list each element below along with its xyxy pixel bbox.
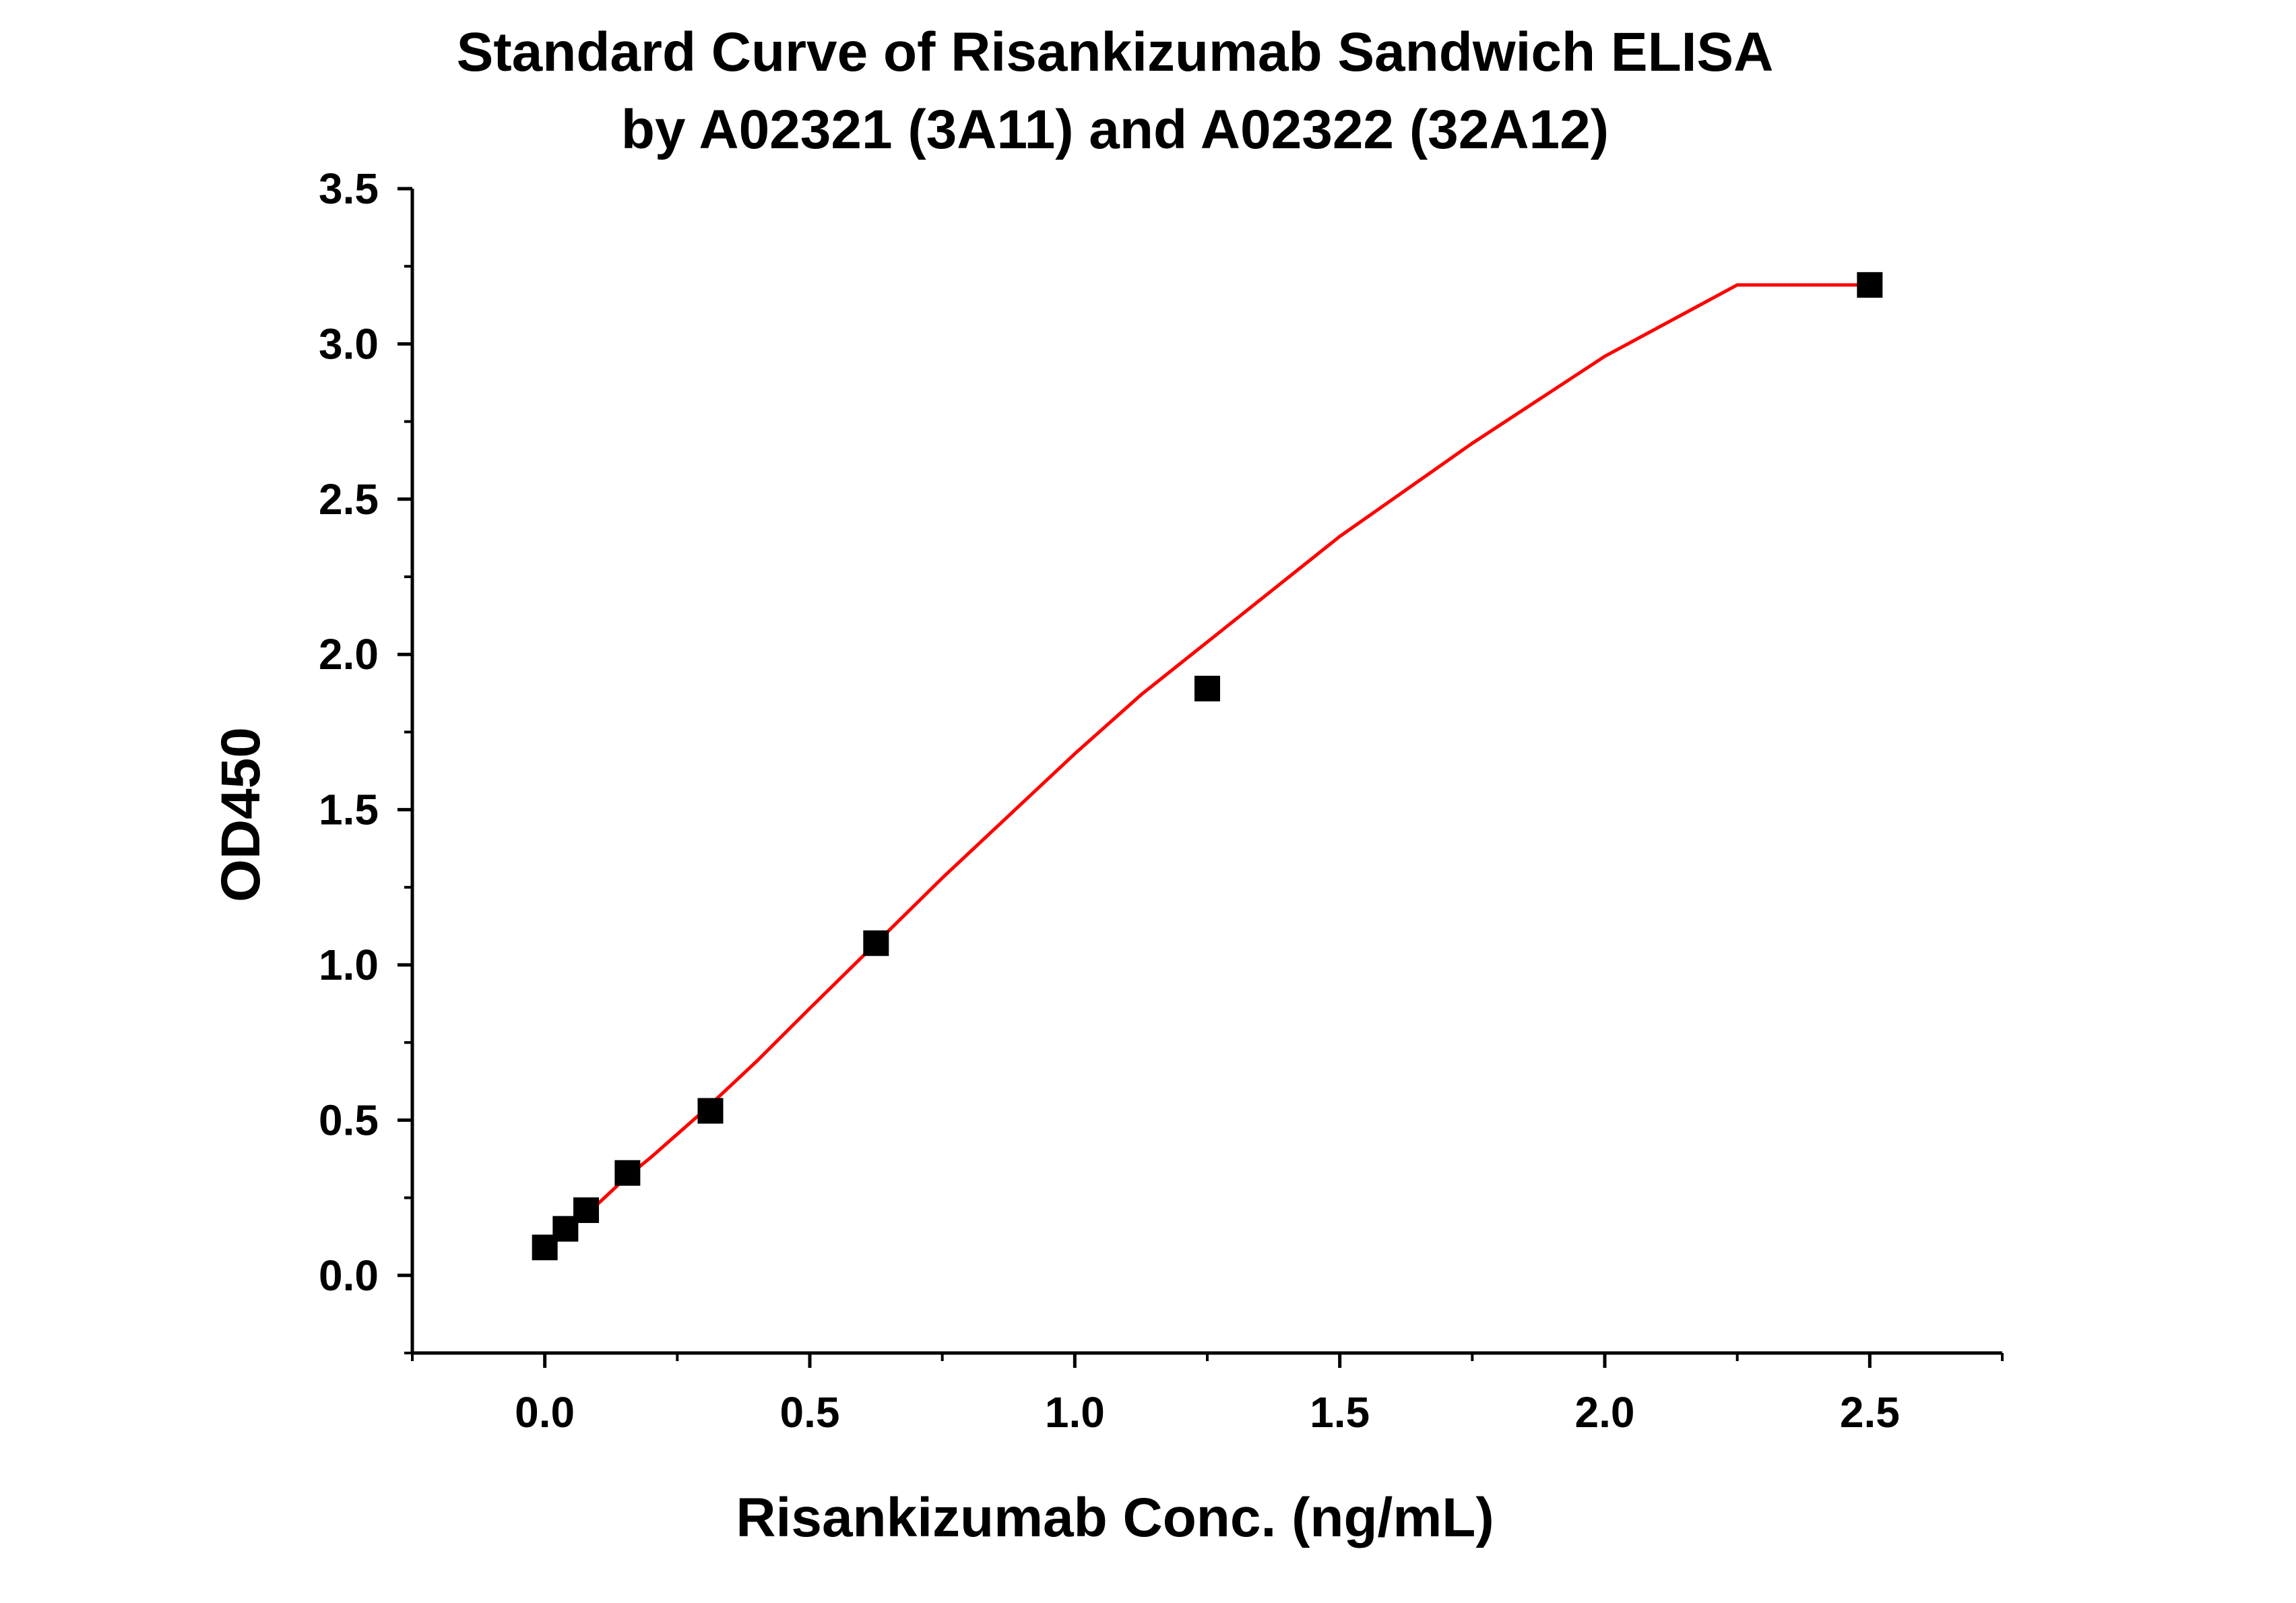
data-point (863, 930, 889, 956)
data-point (614, 1160, 641, 1186)
data-point (573, 1197, 600, 1224)
y-tick-label: 0.0 (319, 1251, 379, 1300)
data-point (1857, 272, 1883, 298)
x-tick-label: 0.0 (515, 1388, 575, 1437)
y-tick-label: 1.5 (319, 786, 379, 834)
chart-title: Standard Curve of Risankizumab Sandwich … (457, 22, 1774, 83)
y-tick-label: 2.0 (319, 630, 379, 679)
fit-curve-layer (544, 283, 1870, 1249)
y-tick-label: 0.5 (319, 1096, 379, 1144)
x-tick-label: 1.0 (1045, 1388, 1105, 1437)
data-points-layer (532, 272, 1883, 1261)
y-tick-label: 2.5 (319, 475, 379, 524)
data-point (697, 1098, 724, 1124)
data-point (1194, 675, 1220, 701)
x-tick-label: 2.5 (1840, 1388, 1900, 1437)
y-tick-label: 1.0 (319, 941, 379, 989)
y-tick-label: 3.5 (319, 164, 379, 213)
x-tick-label: 0.5 (780, 1388, 840, 1437)
chart-subtitle: by A02321 (3A11) and A02322 (32A12) (621, 99, 1609, 160)
x-tick-label: 2.0 (1575, 1388, 1635, 1437)
x-tick-label: 1.5 (1310, 1388, 1370, 1437)
axes: 0.0 0.5 1.0 1.5 2.0 2.5 0.0 0.5 1.0 1.5 2.0 2.5 3.0 3… (319, 164, 2004, 1437)
y-axis-title: OD450 (210, 727, 272, 902)
fit-curve (544, 283, 1870, 1249)
x-axis-title: Risankizumab Conc. (ng/mL) (736, 1487, 1494, 1548)
y-tick-label: 3.0 (319, 319, 379, 368)
